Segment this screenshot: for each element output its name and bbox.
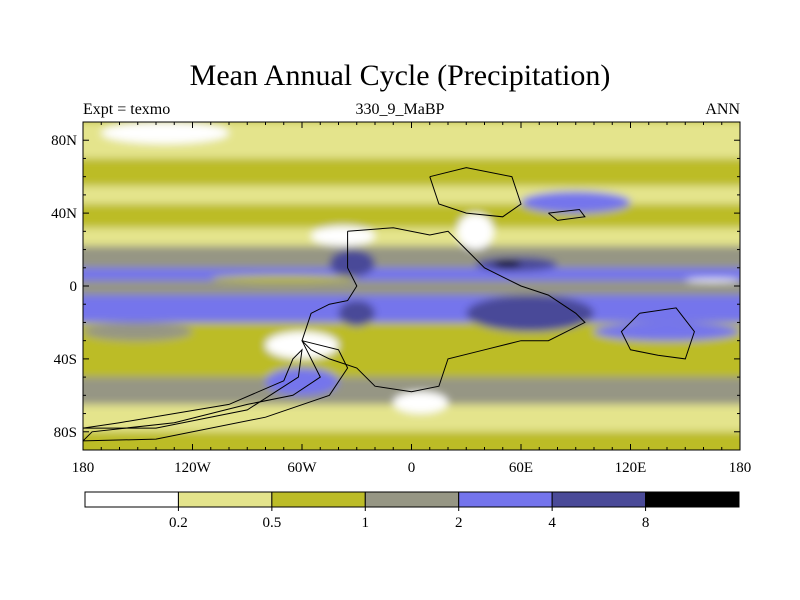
colorbar-box (458, 491, 553, 508)
y-tick-label: 40S (54, 352, 77, 368)
colorbar-label: 8 (642, 515, 650, 531)
lat-band (83, 227, 740, 246)
chart-title: Mean Annual Cycle (Precipitation) (189, 59, 611, 92)
y-tick-label: 0 (70, 279, 78, 295)
colorbar-box (84, 491, 179, 508)
coastline (620, 307, 695, 360)
lat-band (83, 295, 740, 323)
coastline (429, 167, 522, 218)
lat-band (83, 280, 740, 296)
lat-band (83, 349, 740, 378)
lat-band (83, 245, 740, 268)
colorbar-label: 0.2 (169, 515, 188, 531)
precip-feature (83, 322, 193, 341)
x-tick-label: 180 (729, 460, 752, 476)
x-tick-label: 0 (408, 460, 416, 476)
experiment-label: Expt = texmo (83, 101, 171, 118)
precip-feature (265, 368, 339, 396)
precip-feature (493, 260, 521, 268)
x-tick-label: 60E (509, 460, 533, 476)
precip-feature (521, 191, 631, 214)
y-tick-label: 80N (51, 133, 77, 149)
precip-feature (338, 300, 375, 327)
x-tick-label: 120E (615, 460, 647, 476)
colorbar-box (364, 491, 460, 508)
lat-band (83, 431, 740, 450)
coastline (83, 340, 349, 442)
precip-feature (329, 249, 375, 277)
precip-feature (311, 225, 375, 246)
colorbar-box (177, 491, 273, 508)
x-tick-label: 180 (72, 460, 95, 476)
precip-feature (101, 122, 229, 144)
y-tick-label: 40N (51, 206, 77, 222)
lat-band (83, 267, 740, 281)
colorbar-box (645, 491, 740, 508)
precip-feature (594, 322, 740, 341)
y-tick-label: 80S (54, 425, 77, 441)
x-tick-label: 120W (174, 460, 212, 476)
colorbar-label: 1 (362, 515, 370, 531)
colorbar-box (271, 491, 366, 508)
colorbar-label: 0.5 (262, 515, 281, 531)
coastline (83, 348, 303, 429)
season-label: ANN (705, 101, 740, 118)
lat-band (83, 185, 740, 204)
precip-feature (685, 278, 740, 283)
period-label: 330_9_MaBP (355, 101, 445, 118)
coastline (301, 227, 586, 393)
precip-feature (210, 275, 357, 283)
precip-feature (457, 213, 494, 250)
x-tick-label: 60W (287, 460, 317, 476)
precip-feature (466, 295, 594, 332)
colorbar-label: 2 (455, 515, 463, 531)
colorbar-box (551, 491, 647, 508)
lat-band (83, 158, 740, 186)
precip-feature (265, 331, 339, 359)
lat-band (83, 204, 740, 228)
coastline (548, 208, 586, 221)
precip-feature (393, 391, 448, 414)
precip-field (83, 122, 740, 450)
colorbar-label: 4 (548, 515, 556, 531)
